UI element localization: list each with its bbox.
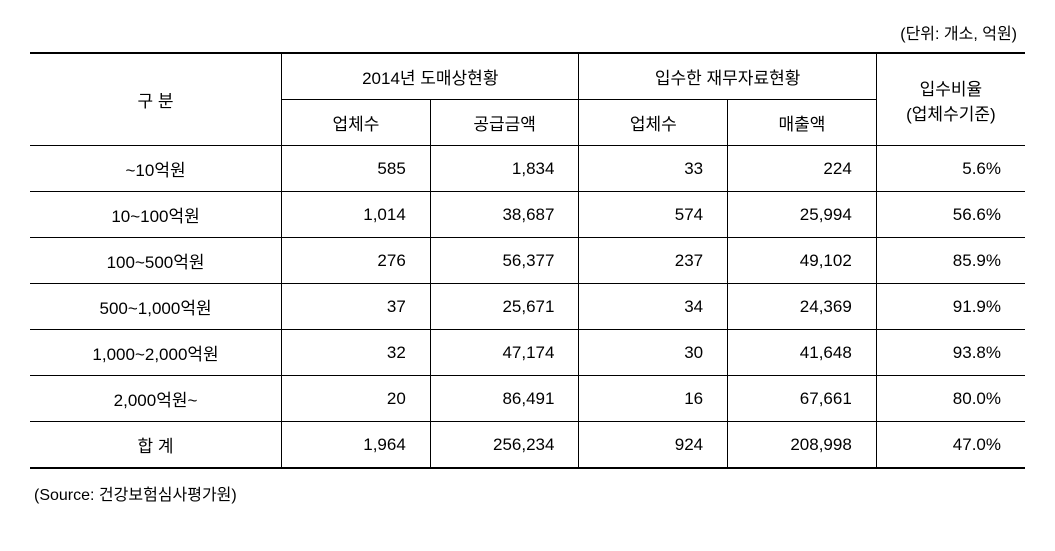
row-pct: 93.8% — [876, 330, 1025, 376]
header-ratio-line1: 입수비율 — [920, 80, 983, 99]
row-pct: 56.6% — [876, 192, 1025, 238]
header-category: 구 분 — [30, 53, 282, 146]
source-label: (Source: 건강보험심사평가원) — [30, 481, 1025, 505]
header-g2-sub2: 매출액 — [728, 100, 877, 146]
row-c4: 224 — [728, 146, 877, 192]
row-label: 1,000~2,000억원 — [30, 330, 282, 376]
row-c4: 67,661 — [728, 376, 877, 422]
row-c1: 276 — [282, 238, 431, 284]
header-group2: 입수한 재무자료현황 — [579, 53, 876, 100]
row-c1: 37 — [282, 284, 431, 330]
row-pct: 47.0% — [876, 422, 1025, 469]
row-c3: 924 — [579, 422, 728, 469]
row-c4: 24,369 — [728, 284, 877, 330]
row-pct: 85.9% — [876, 238, 1025, 284]
unit-label: (단위: 개소, 억원) — [30, 20, 1025, 44]
row-c2: 38,687 — [430, 192, 579, 238]
row-label: 100~500억원 — [30, 238, 282, 284]
header-g2-sub1: 업체수 — [579, 100, 728, 146]
table-row: ~10억원 585 1,834 33 224 5.6% — [30, 146, 1025, 192]
table-row: 100~500억원 276 56,377 237 49,102 85.9% — [30, 238, 1025, 284]
table-row: 1,000~2,000억원 32 47,174 30 41,648 93.8% — [30, 330, 1025, 376]
row-label: 2,000억원~ — [30, 376, 282, 422]
row-c3: 237 — [579, 238, 728, 284]
row-c3: 574 — [579, 192, 728, 238]
header-g1-sub1: 업체수 — [282, 100, 431, 146]
header-ratio: 입수비율 (업체수기준) — [876, 53, 1025, 146]
row-c1: 20 — [282, 376, 431, 422]
row-label: 10~100억원 — [30, 192, 282, 238]
row-c4: 25,994 — [728, 192, 877, 238]
row-c3: 34 — [579, 284, 728, 330]
table-row-total: 합 계 1,964 256,234 924 208,998 47.0% — [30, 422, 1025, 469]
row-c2: 56,377 — [430, 238, 579, 284]
header-g1-sub2: 공급금액 — [430, 100, 579, 146]
header-ratio-line2: (업체수기준) — [906, 105, 996, 124]
table-body: ~10억원 585 1,834 33 224 5.6% 10~100억원 1,0… — [30, 146, 1025, 469]
row-c3: 33 — [579, 146, 728, 192]
row-c2: 256,234 — [430, 422, 579, 469]
row-c2: 86,491 — [430, 376, 579, 422]
row-pct: 91.9% — [876, 284, 1025, 330]
row-label: 500~1,000억원 — [30, 284, 282, 330]
row-c2: 47,174 — [430, 330, 579, 376]
row-pct: 80.0% — [876, 376, 1025, 422]
table-row: 500~1,000억원 37 25,671 34 24,369 91.9% — [30, 284, 1025, 330]
row-c4: 49,102 — [728, 238, 877, 284]
row-c1: 1,014 — [282, 192, 431, 238]
row-c2: 1,834 — [430, 146, 579, 192]
header-group1: 2014년 도매상현황 — [282, 53, 579, 100]
row-c3: 16 — [579, 376, 728, 422]
row-c4: 208,998 — [728, 422, 877, 469]
row-c4: 41,648 — [728, 330, 877, 376]
row-label: 합 계 — [30, 422, 282, 469]
row-c1: 1,964 — [282, 422, 431, 469]
row-c3: 30 — [579, 330, 728, 376]
row-label: ~10억원 — [30, 146, 282, 192]
row-c1: 585 — [282, 146, 431, 192]
row-c2: 25,671 — [430, 284, 579, 330]
table-row: 10~100억원 1,014 38,687 574 25,994 56.6% — [30, 192, 1025, 238]
row-pct: 5.6% — [876, 146, 1025, 192]
data-table: 구 분 2014년 도매상현황 입수한 재무자료현황 입수비율 (업체수기준) … — [30, 52, 1025, 469]
table-row: 2,000억원~ 20 86,491 16 67,661 80.0% — [30, 376, 1025, 422]
row-c1: 32 — [282, 330, 431, 376]
